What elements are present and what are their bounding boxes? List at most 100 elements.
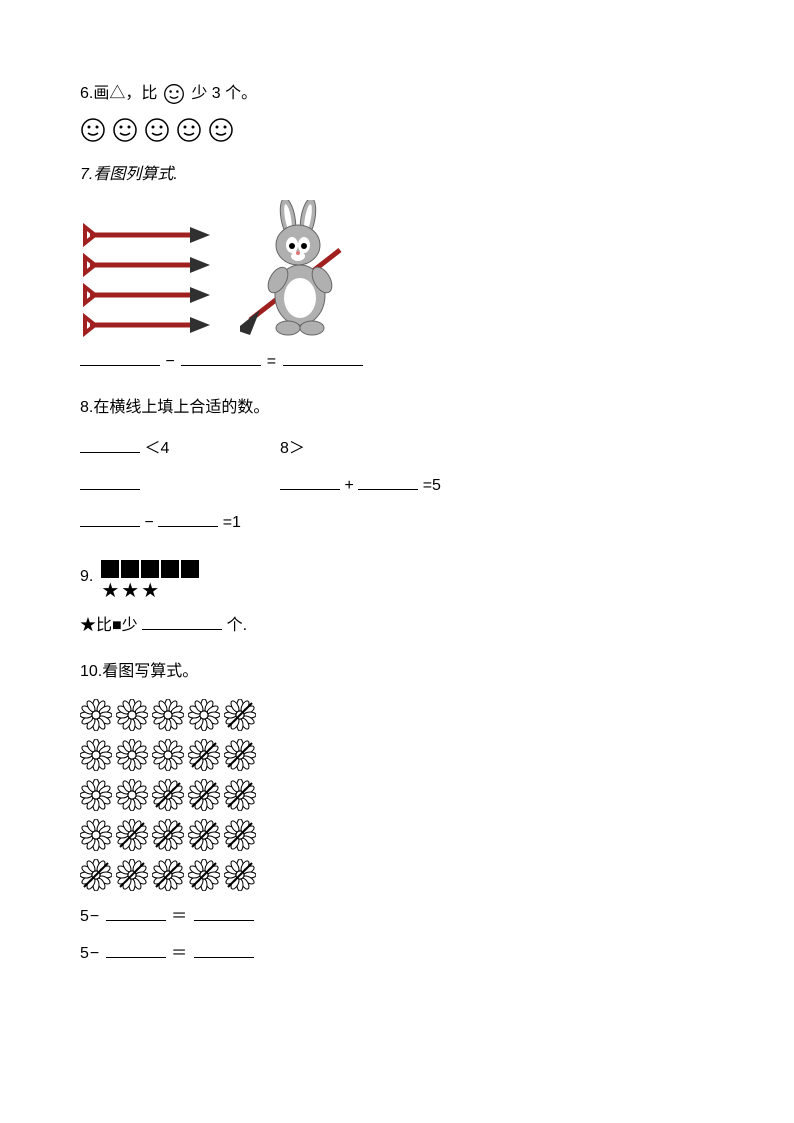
q8-row1: ＜4 8＞: [80, 435, 714, 464]
blank-field[interactable]: [283, 348, 363, 366]
shovels-stack: [80, 220, 210, 340]
shovel-icon: [80, 280, 210, 310]
flower-crossed-icon: [224, 739, 256, 771]
blank-field[interactable]: [158, 509, 218, 527]
q6-text: 6.画△，比 少 3 个。: [80, 80, 714, 109]
black-square-icon: [161, 560, 179, 578]
flower-row: [80, 819, 714, 851]
flower-row: [80, 699, 714, 731]
flower-icon: [116, 699, 148, 731]
flower-crossed-icon: [188, 859, 220, 891]
squares-row: [101, 560, 199, 578]
stars-row: ★★★: [101, 582, 199, 600]
black-square-icon: [101, 560, 119, 578]
flower-crossed-icon: [224, 699, 256, 731]
flower-crossed-icon: [224, 819, 256, 851]
black-star-icon: ★: [121, 582, 139, 600]
bunny-icon: [240, 200, 360, 340]
blank-field[interactable]: [358, 472, 418, 490]
q8-eq1: =1: [223, 514, 241, 531]
flower-icon: [80, 779, 112, 811]
smiley-icon: [176, 117, 202, 143]
equals-sign: =: [267, 353, 277, 370]
q8-lt: ＜4: [144, 440, 169, 457]
flower-crossed-icon: [152, 859, 184, 891]
black-square-icon: [121, 560, 139, 578]
minus-sign: −: [144, 514, 153, 531]
eq-mid: ＝: [171, 945, 188, 962]
blank-field[interactable]: [106, 940, 166, 958]
flower-crossed-icon: [116, 819, 148, 851]
shovel-icon: [80, 220, 210, 250]
flower-crossed-icon: [224, 859, 256, 891]
question-9: 9. ★★★ ★比■少 个.: [80, 556, 714, 641]
flower-crossed-icon: [188, 739, 220, 771]
blank-field[interactable]: [80, 509, 140, 527]
eq-prefix: 5−: [80, 908, 100, 925]
flower-crossed-icon: [152, 819, 184, 851]
flower-icon: [80, 739, 112, 771]
question-8: 8.在横线上填上合适的数。 ＜4 8＞ + =5 − =1: [80, 394, 714, 537]
q9-shapes: ★★★: [101, 560, 199, 600]
minus-sign: −: [165, 353, 175, 370]
question-7: 7.看图列算式.: [80, 161, 714, 377]
black-star-icon: ★: [101, 582, 119, 600]
q7-equation: − =: [80, 348, 714, 377]
q9-number: 9.: [80, 563, 93, 592]
flower-crossed-icon: [80, 859, 112, 891]
q9-after: 个.: [227, 617, 247, 634]
black-square-icon: [181, 560, 199, 578]
black-star-icon: ★: [141, 582, 159, 600]
smiley-row: [80, 117, 714, 143]
q9-before: ★比■少: [80, 617, 138, 634]
plus-sign: +: [344, 477, 353, 494]
flower-icon: [152, 739, 184, 771]
smiley-icon: [144, 117, 170, 143]
eq-prefix: 5−: [80, 945, 100, 962]
eq-mid: ＝: [171, 908, 188, 925]
smiley-icon: [161, 81, 187, 107]
smiley-icon: [208, 117, 234, 143]
flower-icon: [152, 699, 184, 731]
flower-grid: [80, 699, 714, 891]
flower-crossed-icon: [152, 779, 184, 811]
blank-field[interactable]: [194, 903, 254, 921]
q10-eq2: 5− ＝: [80, 940, 714, 969]
black-square-icon: [141, 560, 159, 578]
q8-title: 8.在横线上填上合适的数。: [80, 394, 714, 423]
flower-icon: [80, 819, 112, 851]
flower-crossed-icon: [224, 779, 256, 811]
smiley-icon: [80, 117, 106, 143]
question-10: 10.看图写算式。 5− ＝ 5− ＝: [80, 658, 714, 968]
flower-icon: [116, 779, 148, 811]
blank-field[interactable]: [80, 348, 160, 366]
blank-field[interactable]: [280, 472, 340, 490]
blank-field[interactable]: [194, 940, 254, 958]
shovel-icon: [80, 310, 210, 340]
q7-title: 7.看图列算式.: [80, 161, 714, 190]
smiley-icon: [112, 117, 138, 143]
flower-row: [80, 859, 714, 891]
blank-field[interactable]: [181, 348, 261, 366]
q8-eq5: =5: [423, 477, 441, 494]
q10-eq1: 5− ＝: [80, 903, 714, 932]
q8-gt: 8＞: [280, 440, 305, 457]
q6-suffix: 少 3 个。: [191, 80, 257, 109]
q8-row2: + =5: [80, 472, 714, 501]
flower-crossed-icon: [188, 819, 220, 851]
q10-title: 10.看图写算式。: [80, 658, 714, 687]
blank-field[interactable]: [80, 472, 140, 490]
blank-field[interactable]: [80, 435, 140, 453]
q7-image-group: [80, 200, 714, 340]
q9-text-line: ★比■少 个.: [80, 612, 714, 641]
blank-field[interactable]: [142, 612, 222, 630]
flower-crossed-icon: [188, 779, 220, 811]
flower-row: [80, 779, 714, 811]
shovel-icon: [80, 250, 210, 280]
flower-crossed-icon: [116, 859, 148, 891]
flower-icon: [188, 699, 220, 731]
flower-icon: [80, 699, 112, 731]
blank-field[interactable]: [106, 903, 166, 921]
q8-row3: − =1: [80, 509, 714, 538]
q6-prefix: 6.画△，比: [80, 80, 157, 109]
